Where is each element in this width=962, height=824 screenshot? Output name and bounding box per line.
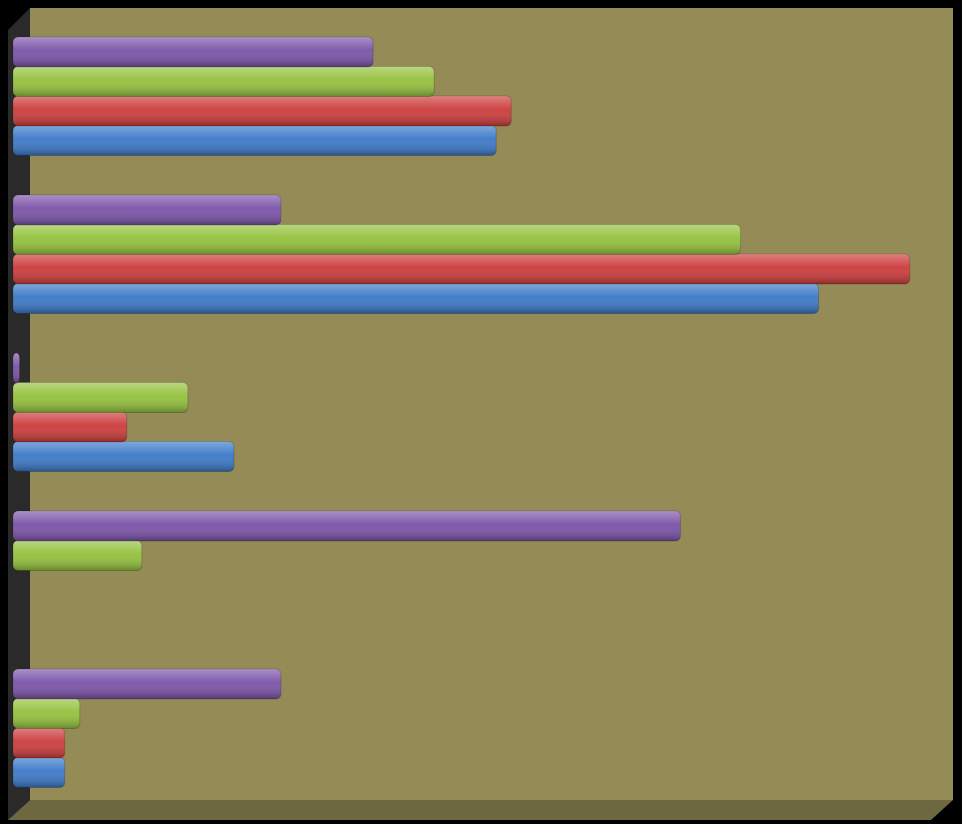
bar-shine [13, 698, 80, 729]
bars [12, 36, 911, 788]
bar-shine [13, 669, 281, 699]
bar-shine [13, 66, 435, 97]
bar [12, 441, 235, 472]
bar [12, 727, 66, 759]
bar [12, 540, 143, 571]
bar [12, 757, 66, 788]
bar-shine [13, 441, 234, 472]
bar [12, 66, 435, 97]
bar [12, 411, 128, 443]
bar-shine [13, 540, 142, 571]
bar [12, 253, 911, 285]
bar-shine [13, 125, 497, 156]
bar-shine [13, 254, 910, 284]
bar [12, 668, 282, 700]
bar-shine [13, 728, 65, 758]
bar [12, 36, 374, 68]
bar-shine [13, 283, 819, 314]
bar [12, 224, 742, 255]
bar [12, 95, 512, 127]
bar-shine [13, 96, 512, 126]
bar [12, 125, 497, 156]
bar-shine [13, 353, 20, 383]
bar-shine [13, 382, 188, 413]
bar [12, 510, 681, 542]
bar-shine [13, 224, 741, 255]
bar [12, 382, 189, 413]
bar [12, 352, 21, 384]
bar-shine [13, 511, 681, 541]
bar-shine [13, 412, 127, 442]
bar [12, 283, 820, 314]
bar-shine [13, 757, 65, 788]
bar-shine [13, 37, 374, 67]
bar-shine [13, 195, 281, 225]
plot-floor [8, 800, 953, 820]
bar [12, 194, 282, 226]
bar [12, 698, 81, 729]
